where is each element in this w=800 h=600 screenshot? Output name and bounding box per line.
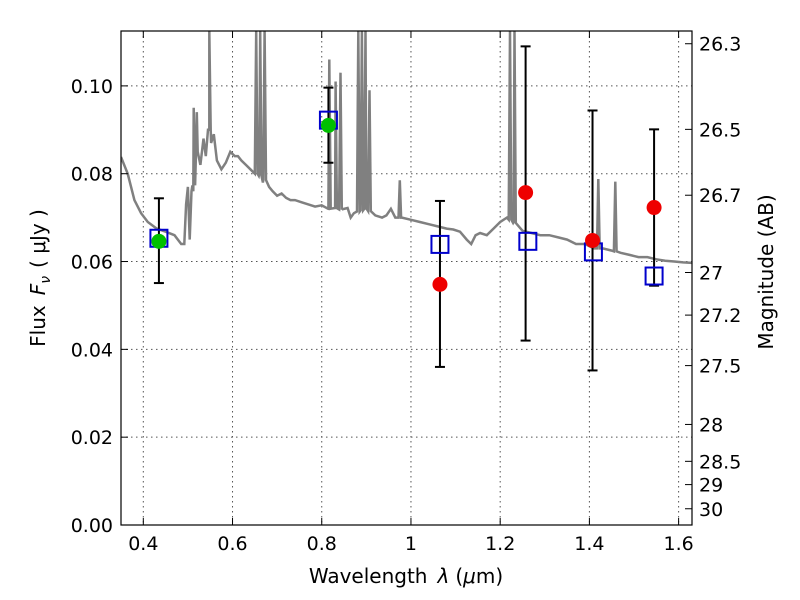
- model-square: [644, 266, 664, 286]
- x-axis-unit-open: (: [455, 564, 463, 588]
- y-axis-unit: ( μJy ): [26, 209, 50, 268]
- right-tick-label: 30: [699, 499, 723, 521]
- y-axis-symbol: F: [26, 283, 50, 295]
- right-axis-label: Magnitude (AB): [754, 194, 778, 349]
- x-ticks: 0.4 0.6 0.8 1 1.2 1.4 1.6: [128, 31, 694, 555]
- right-tick-label: 26.7: [699, 185, 741, 207]
- y-ticks: 0.00 0.02 0.04 0.06 0.08 0.10: [71, 76, 128, 537]
- right-tick-label: 27.2: [699, 305, 741, 327]
- y-tick-label: 0.02: [71, 427, 113, 449]
- x-tick-label: 1.6: [664, 533, 694, 555]
- model-points: [149, 110, 664, 286]
- right-tick-label: 27: [699, 263, 723, 285]
- sed-spectrum: [121, 31, 692, 265]
- observed-point: [518, 185, 534, 201]
- y-tick-label: 0.00: [71, 515, 113, 537]
- x-tick-label: 0.8: [307, 533, 337, 555]
- x-axis-unit-rest: m): [476, 564, 503, 588]
- plot-frame: [120, 30, 693, 526]
- y-tick-label: 0.04: [71, 339, 113, 361]
- observed-point: [432, 276, 448, 292]
- right-tick-label: 27.5: [699, 356, 741, 378]
- right-tick-label: 28.5: [699, 451, 741, 473]
- right-tick-label: 28: [699, 414, 723, 436]
- right-tick-label: 26.3: [699, 34, 741, 56]
- observed-points: [151, 117, 662, 292]
- y-tick-label: 0.10: [71, 76, 113, 98]
- x-tick-label: 1.4: [574, 533, 604, 555]
- x-axis-label-text: Wavelength: [309, 564, 428, 588]
- y-tick-label: 0.08: [71, 164, 113, 186]
- y-tick-label: 0.06: [71, 252, 113, 274]
- observed-point: [151, 233, 167, 249]
- x-axis-unit-mu: μ: [462, 564, 476, 588]
- y-axis-label-word: Flux: [26, 305, 50, 347]
- y-axis-symbol-sub: ν: [38, 276, 54, 284]
- x-tick-label: 1.2: [485, 533, 515, 555]
- observed-point: [320, 117, 336, 133]
- x-tick-label: 0.6: [217, 533, 247, 555]
- model-square: [430, 234, 450, 254]
- observed-point: [646, 200, 662, 216]
- right-tick-label: 26.5: [699, 119, 741, 141]
- x-tick-label: 1: [405, 533, 417, 555]
- x-axis-symbol: λ: [436, 564, 449, 588]
- y-axis-label: Flux Fν ( μJy ): [26, 209, 54, 347]
- grid-lines: [121, 31, 692, 526]
- x-tick-label: 0.4: [128, 533, 158, 555]
- error-bars: [153, 45, 660, 372]
- observed-point: [585, 232, 601, 248]
- x-axis-label: Wavelength λ (μm): [309, 564, 503, 588]
- right-tick-label: 29: [699, 475, 723, 497]
- model-square: [518, 231, 538, 251]
- sed-line: [121, 31, 692, 265]
